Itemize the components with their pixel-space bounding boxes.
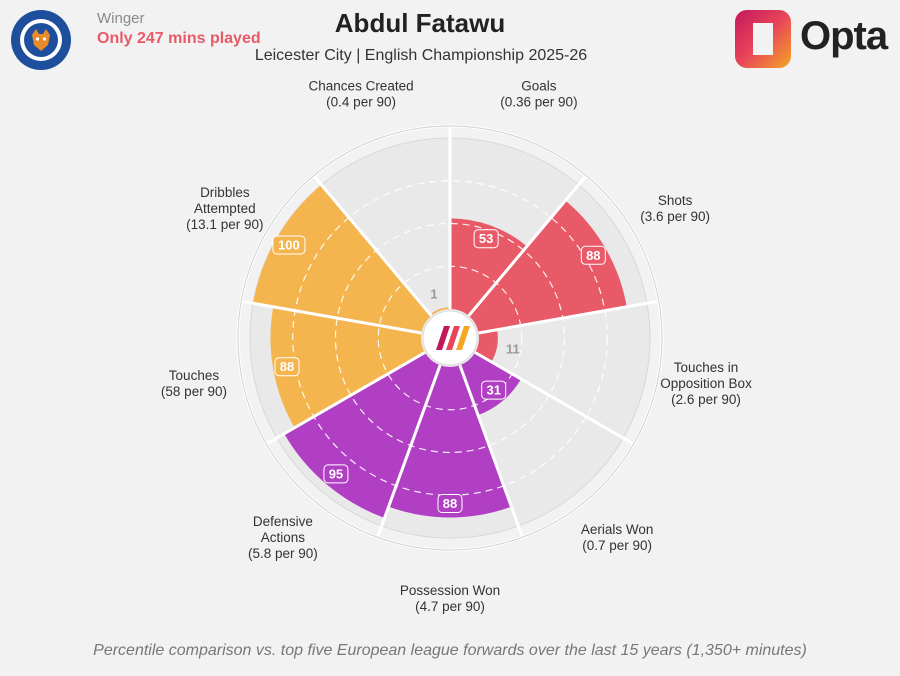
outer-ring-edge [237,125,663,551]
category-name: Touches in [674,360,739,375]
value-badge [274,357,300,377]
bar-touches-in-opposition-box [475,329,498,362]
category-name: Actions [261,530,306,545]
opta-logo-icon [735,10,791,68]
separator-line [376,364,442,538]
category-label-chances-created: Chances Created(0.4 per 90) [309,79,414,110]
value-label-dribbles-attempted: 100 [278,238,300,253]
category-name: Defensive [253,514,313,529]
bar-goals [450,218,527,316]
page-subtitle: Leicester City | English Championship 20… [254,47,588,64]
category-per90: (3.6 per 90) [640,209,710,224]
category-per90: (0.7 per 90) [582,538,652,553]
bar-chances-created [430,307,450,316]
value-label-goals: 53 [479,231,493,246]
bar-defensive-actions [284,352,441,518]
footer-note: Percentile comparison vs. top five Europ… [93,642,807,659]
category-per90: (0.4 per 90) [326,95,396,110]
category-label-shots: Shots(3.6 per 90) [640,193,710,224]
category-label-possession-won: Possession Won(4.7 per 90) [400,583,500,614]
value-badge [481,380,507,400]
bar-touches [270,306,425,428]
grid-ring [334,222,566,454]
category-per90: (0.36 per 90) [500,95,577,110]
category-name: Aerials Won [581,522,654,537]
value-label-chances-created: 1 [430,287,437,302]
minutes-warning: Only 247 mins played [97,30,261,47]
player-role: Winger [97,10,145,27]
value-label-possession-won: 88 [443,496,457,511]
separator-line [265,351,426,446]
category-name: Possession Won [400,583,500,598]
value-badge [323,464,349,484]
category-label-goals: Goals(0.36 per 90) [500,79,577,110]
bar-possession-won [388,365,512,518]
separator-line [478,299,660,335]
category-name: Chances Created [309,79,414,94]
value-badge [473,229,499,249]
value-badge [437,493,463,513]
category-name: Shots [658,193,693,208]
page-title: Abdul Fatawu [334,8,506,38]
value-label-aerials-won: 31 [486,383,500,398]
category-per90: (5.8 per 90) [248,546,318,561]
separator-line [467,174,588,317]
category-per90: (13.1 per 90) [186,217,263,232]
category-label-aerials-won: Aerials Won(0.7 per 90) [581,522,654,553]
value-badge [580,245,606,265]
leicester-badge [11,10,71,70]
separator-line [240,299,422,335]
category-name: Attempted [194,201,256,216]
separator-line [458,364,524,538]
opta-center-icon [436,326,470,350]
separator-line [312,174,433,317]
opta-brand: Opta [800,14,888,58]
category-name: Goals [521,79,557,94]
category-per90: (2.6 per 90) [671,392,741,407]
value-label-touches-in-opposition-box: 11 [506,342,520,357]
bar-dribbles-attempted [253,184,432,333]
category-label-touches: Touches(58 per 90) [161,368,227,399]
category-name: Touches [169,368,220,383]
category-name: Opposition Box [660,376,752,391]
value-label-shots: 88 [586,248,600,263]
value-label-touches: 88 [280,359,294,374]
value-label-defensive-actions: 95 [329,466,343,481]
category-per90: (58 per 90) [161,384,227,399]
category-name: Dribbles [200,185,250,200]
category-per90: (4.7 per 90) [415,599,485,614]
value-badge [272,235,306,255]
separator-line [474,351,635,446]
bar-shots [468,200,627,333]
